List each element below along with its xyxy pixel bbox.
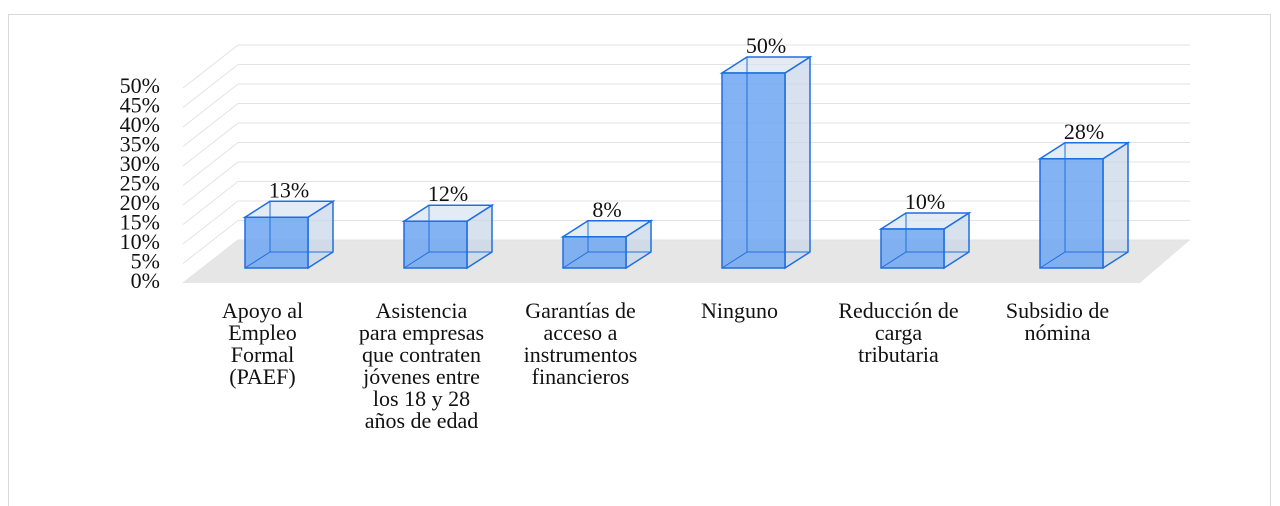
grid-line: [182, 122, 239, 167]
y-tick-label: 25%: [120, 171, 160, 196]
bar-group: [719, 55, 813, 270]
y-tick-label: 40%: [120, 112, 160, 137]
bar-group: [878, 211, 972, 270]
floor: [183, 240, 1190, 283]
y-tick-label: 35%: [120, 132, 160, 157]
grid-line: [182, 103, 239, 147]
bar-group: [242, 199, 336, 270]
grid-line: [182, 83, 239, 128]
grid-line: [182, 220, 239, 264]
grid-line: [182, 200, 239, 245]
bar: [721, 72, 786, 269]
bar-group: [401, 203, 495, 270]
data-label: 8%: [592, 197, 621, 222]
grid-line: [182, 161, 239, 206]
x-tick-label: Subsidio de nómina: [1006, 298, 1109, 345]
y-tick-label: 0%: [131, 268, 160, 293]
data-label: 13%: [269, 177, 309, 202]
x-tick-label: Reducción de carga tributaria: [838, 298, 958, 367]
bar-side: [1102, 141, 1129, 270]
grid-line: [182, 44, 239, 89]
bar: [1039, 158, 1104, 269]
y-tick-label: 15%: [120, 210, 160, 235]
y-tick-label: 30%: [120, 151, 160, 176]
x-tick-label: Asistencia para empresas que contraten jóve…: [359, 298, 484, 433]
y-tick-label: 20%: [120, 190, 160, 215]
data-label: 50%: [746, 33, 786, 58]
bar-side: [784, 55, 811, 270]
grid-line: [182, 64, 239, 108]
y-tick-label: 50%: [120, 73, 160, 98]
x-tick-label: Apoyo al Empleo Formal (PAEF): [222, 298, 303, 389]
data-label: 28%: [1064, 119, 1104, 144]
y-tick-label: 5%: [131, 249, 160, 274]
y-tick-label: 45%: [120, 93, 160, 118]
bar: [403, 220, 468, 269]
data-label: 12%: [428, 181, 468, 206]
grid-line: [182, 239, 239, 284]
grid-line: [182, 181, 239, 225]
y-tick-label: 10%: [120, 229, 160, 254]
bar-group: [1037, 141, 1131, 270]
data-label: 10%: [905, 189, 945, 214]
grid-line: [182, 142, 239, 186]
bar-group: [560, 219, 654, 270]
x-tick-label: Ninguno: [701, 298, 778, 323]
x-tick-label: Garantías de acceso a instrumentos financie…: [524, 298, 638, 389]
bar: [244, 216, 309, 269]
chart-frame: [8, 14, 1271, 506]
